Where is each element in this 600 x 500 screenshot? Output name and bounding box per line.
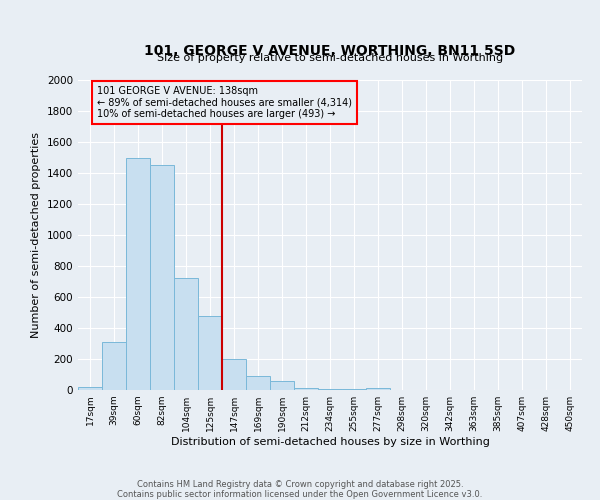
Bar bbox=[270, 382, 294, 390]
Bar bbox=[174, 278, 198, 390]
Bar bbox=[126, 158, 150, 390]
Y-axis label: Number of semi-detached properties: Number of semi-detached properties bbox=[31, 132, 41, 338]
Bar bbox=[78, 387, 102, 390]
Text: Contains public sector information licensed under the Open Government Licence v3: Contains public sector information licen… bbox=[118, 490, 482, 499]
Bar bbox=[198, 316, 222, 390]
Bar bbox=[246, 376, 270, 390]
Title: 101, GEORGE V AVENUE, WORTHING, BN11 5SD: 101, GEORGE V AVENUE, WORTHING, BN11 5SD bbox=[145, 44, 515, 58]
Text: Contains HM Land Registry data © Crown copyright and database right 2025.: Contains HM Land Registry data © Crown c… bbox=[137, 480, 463, 489]
Bar bbox=[366, 388, 390, 390]
Bar bbox=[342, 389, 366, 390]
Text: 101 GEORGE V AVENUE: 138sqm
← 89% of semi-detached houses are smaller (4,314)
10: 101 GEORGE V AVENUE: 138sqm ← 89% of sem… bbox=[97, 86, 352, 120]
Bar bbox=[318, 389, 342, 390]
Bar bbox=[102, 342, 126, 390]
X-axis label: Distribution of semi-detached houses by size in Worthing: Distribution of semi-detached houses by … bbox=[170, 437, 490, 447]
Bar bbox=[150, 165, 174, 390]
Text: Size of property relative to semi-detached houses in Worthing: Size of property relative to semi-detach… bbox=[157, 53, 503, 63]
Bar bbox=[294, 388, 318, 390]
Bar bbox=[222, 359, 246, 390]
